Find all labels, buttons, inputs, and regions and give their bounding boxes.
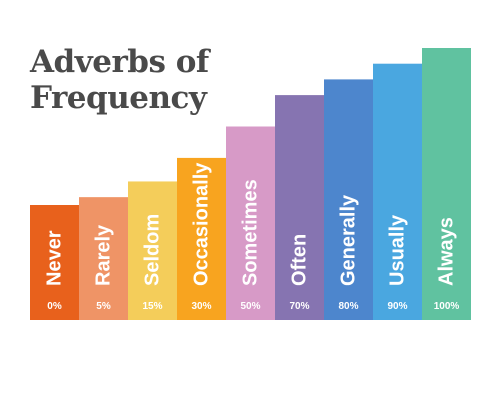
- bar-group: Always 100%: [422, 48, 471, 320]
- bar: [373, 63, 422, 320]
- bar: [422, 48, 471, 320]
- bar-category-label: Generally: [338, 194, 360, 286]
- bar: [324, 79, 373, 321]
- bar-group: Never 0%: [30, 205, 79, 320]
- bar-group: Usually 90%: [373, 63, 422, 320]
- bar-category-label: Always: [436, 217, 458, 286]
- bar-value-label: 50%: [240, 301, 260, 312]
- bar-group: Generally 80%: [324, 79, 373, 321]
- bar-value-label: 0%: [47, 301, 62, 312]
- bar-group: Seldom 15%: [128, 181, 177, 320]
- bar: [177, 157, 226, 320]
- bar-category-label: Often: [289, 234, 311, 286]
- chart-title: Adverbs of Frequency: [30, 44, 260, 116]
- bar: [275, 95, 324, 320]
- bar-category-label: Rarely: [93, 224, 115, 286]
- bar: [30, 205, 79, 320]
- bar: [79, 197, 128, 320]
- bar-value-label: 5%: [96, 301, 111, 312]
- bar-value-label: 100%: [434, 301, 460, 312]
- bar-category-label: Sometimes: [240, 179, 262, 286]
- bar-category-label: Seldom: [142, 214, 164, 286]
- bar: [226, 126, 275, 320]
- bar: [128, 181, 177, 320]
- bar-category-label: Never: [44, 230, 66, 286]
- bar-value-label: 30%: [191, 301, 211, 312]
- bar-value-label: 70%: [289, 301, 309, 312]
- bar-value-label: 15%: [142, 301, 162, 312]
- bar-category-label: Usually: [387, 214, 409, 286]
- bar-value-label: 80%: [338, 301, 358, 312]
- bar-group: Occasionally 30%: [177, 157, 226, 320]
- chart-title-line-1: Adverbs of: [30, 44, 209, 80]
- bar-category-label: Occasionally: [191, 162, 213, 286]
- chart-title-line-2: Frequency: [30, 80, 207, 116]
- bar-group: Rarely 5%: [79, 197, 128, 320]
- bar-value-label: 90%: [387, 301, 407, 312]
- bar-group: Often 70%: [275, 95, 324, 320]
- bar-group: Sometimes 50%: [226, 126, 275, 320]
